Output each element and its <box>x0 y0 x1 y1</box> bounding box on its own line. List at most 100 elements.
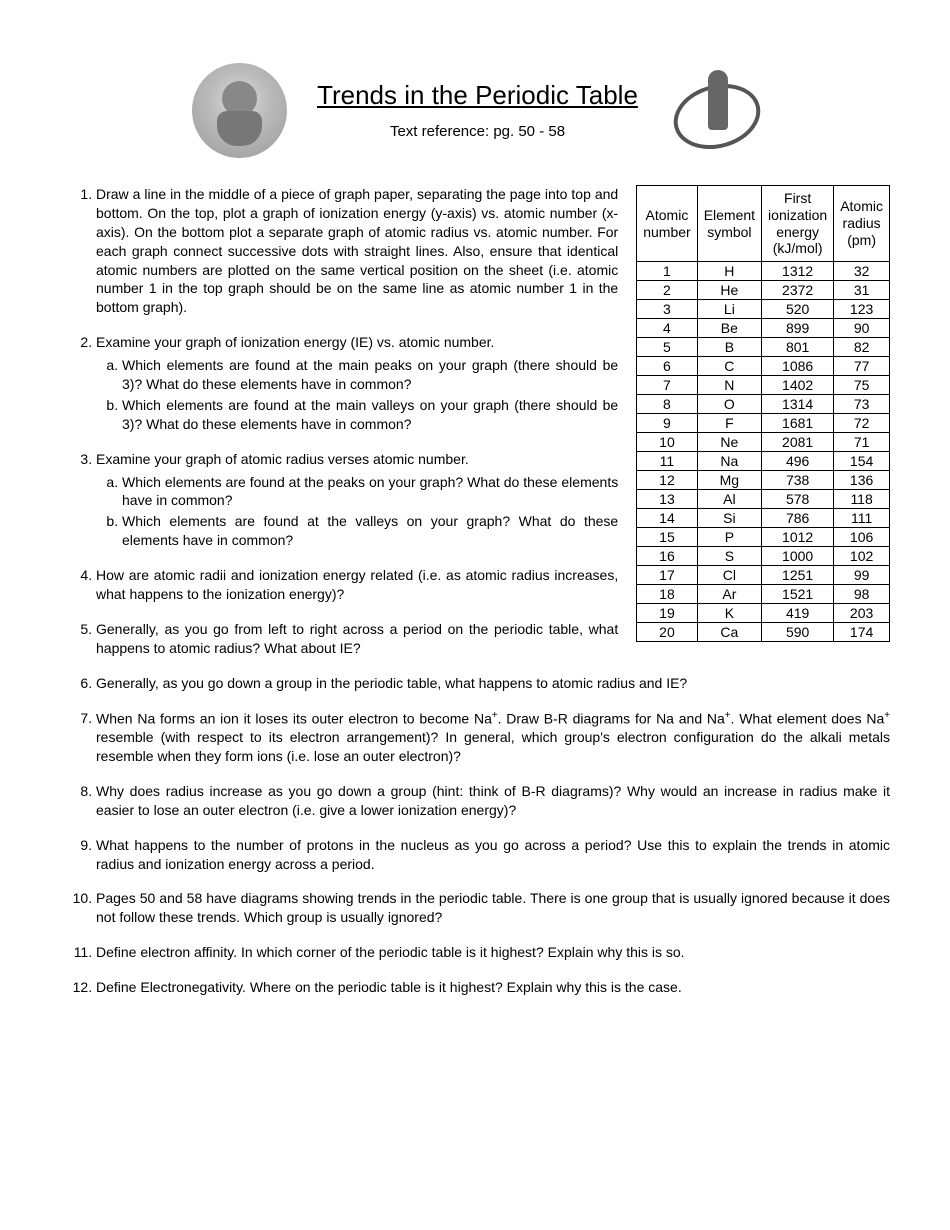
table-cell: K <box>697 604 761 623</box>
table-cell: 77 <box>834 357 890 376</box>
table-header-row: Atomicnumber Elementsymbol Firstionizati… <box>637 186 890 262</box>
question-6: Generally, as you go down a group in the… <box>96 674 890 693</box>
table-cell: 1086 <box>762 357 834 376</box>
table-row: 19K419203 <box>637 604 890 623</box>
table-cell: 7 <box>637 376 697 395</box>
table-row: 15P1012106 <box>637 528 890 547</box>
table-cell: 578 <box>762 490 834 509</box>
table-cell: Si <box>697 509 761 528</box>
element-data-table: Atomicnumber Elementsymbol Firstionizati… <box>636 185 890 642</box>
table-cell: 136 <box>834 471 890 490</box>
table-cell: 123 <box>834 300 890 319</box>
table-cell: 2372 <box>762 281 834 300</box>
question-2: Examine your graph of ionization energy … <box>96 333 618 433</box>
table-row: 2He237231 <box>637 281 890 300</box>
question-2b: Which elements are found at the main val… <box>122 396 618 434</box>
header: Trends in the Periodic Table Text refere… <box>70 60 890 160</box>
table-cell: 19 <box>637 604 697 623</box>
question-3a: Which elements are found at the peaks on… <box>122 473 618 511</box>
table-row: 5B80182 <box>637 338 890 357</box>
question-list-bottom: Generally, as you go down a group in the… <box>70 674 890 997</box>
question-2-text: Examine your graph of ionization energy … <box>96 334 494 350</box>
table-cell: 738 <box>762 471 834 490</box>
table-cell: 1012 <box>762 528 834 547</box>
table-cell: 99 <box>834 566 890 585</box>
table-cell: 75 <box>834 376 890 395</box>
table-cell: H <box>697 262 761 281</box>
table-row: 9F168172 <box>637 414 890 433</box>
question-3: Examine your graph of atomic radius vers… <box>96 450 618 550</box>
table-cell: 11 <box>637 452 697 471</box>
table-row: 3Li520123 <box>637 300 890 319</box>
table-cell: Cl <box>697 566 761 585</box>
table-cell: He <box>697 281 761 300</box>
question-10: Pages 50 and 58 have diagrams showing tr… <box>96 889 890 927</box>
table-cell: Na <box>697 452 761 471</box>
table-row: 10Ne208171 <box>637 433 890 452</box>
table-cell: Ar <box>697 585 761 604</box>
table-cell: Mg <box>697 471 761 490</box>
clipart-right-icon <box>668 60 768 160</box>
table-cell: 174 <box>834 623 890 642</box>
table-row: 7N140275 <box>637 376 890 395</box>
table-row: 6C108677 <box>637 357 890 376</box>
table-cell: 98 <box>834 585 890 604</box>
question-8: Why does radius increase as you go down … <box>96 782 890 820</box>
table-cell: 1314 <box>762 395 834 414</box>
table-cell: O <box>697 395 761 414</box>
table-cell: 520 <box>762 300 834 319</box>
table-cell: 6 <box>637 357 697 376</box>
table-cell: Li <box>697 300 761 319</box>
table-cell: 31 <box>834 281 890 300</box>
table-row: 4Be89990 <box>637 319 890 338</box>
table-row: 12Mg738136 <box>637 471 890 490</box>
table-body: 1H1312322He2372313Li5201234Be899905B8018… <box>637 262 890 642</box>
table-cell: 1521 <box>762 585 834 604</box>
table-cell: 10 <box>637 433 697 452</box>
page-subtitle: Text reference: pg. 50 - 58 <box>317 123 638 140</box>
table-cell: 3 <box>637 300 697 319</box>
table-row: 13Al578118 <box>637 490 890 509</box>
table-row: 17Cl125199 <box>637 566 890 585</box>
question-5: Generally, as you go from left to right … <box>96 620 618 658</box>
table-cell: 1 <box>637 262 697 281</box>
table-cell: 899 <box>762 319 834 338</box>
table-cell: Al <box>697 490 761 509</box>
table-cell: 4 <box>637 319 697 338</box>
table-row: 8O131473 <box>637 395 890 414</box>
table-cell: 32 <box>834 262 890 281</box>
table-cell: 5 <box>637 338 697 357</box>
table-cell: 1681 <box>762 414 834 433</box>
table-cell: 154 <box>834 452 890 471</box>
table-cell: 9 <box>637 414 697 433</box>
table-row: 14Si786111 <box>637 509 890 528</box>
question-2a: Which elements are found at the main pea… <box>122 356 618 394</box>
col-atomic-radius: Atomicradius(pm) <box>834 186 890 262</box>
table-cell: 20 <box>637 623 697 642</box>
table-cell: 801 <box>762 338 834 357</box>
question-12: Define Electronegativity. Where on the p… <box>96 978 890 997</box>
table-cell: 15 <box>637 528 697 547</box>
clipart-left-icon <box>192 63 287 158</box>
question-list-top: Draw a line in the middle of a piece of … <box>70 185 618 658</box>
table-row: 18Ar152198 <box>637 585 890 604</box>
table-cell: C <box>697 357 761 376</box>
table-row: 20Ca590174 <box>637 623 890 642</box>
question-7: When Na forms an ion it loses its outer … <box>96 709 890 766</box>
table-cell: 71 <box>834 433 890 452</box>
table-cell: 1402 <box>762 376 834 395</box>
col-element-symbol: Elementsymbol <box>697 186 761 262</box>
table-cell: Ne <box>697 433 761 452</box>
table-cell: 1312 <box>762 262 834 281</box>
table-cell: 1251 <box>762 566 834 585</box>
table-cell: 106 <box>834 528 890 547</box>
table-cell: Ca <box>697 623 761 642</box>
table-cell: F <box>697 414 761 433</box>
table-row: 11Na496154 <box>637 452 890 471</box>
table-cell: 16 <box>637 547 697 566</box>
table-cell: B <box>697 338 761 357</box>
table-cell: P <box>697 528 761 547</box>
table-cell: N <box>697 376 761 395</box>
table-row: 1H131232 <box>637 262 890 281</box>
question-1: Draw a line in the middle of a piece of … <box>96 185 618 317</box>
